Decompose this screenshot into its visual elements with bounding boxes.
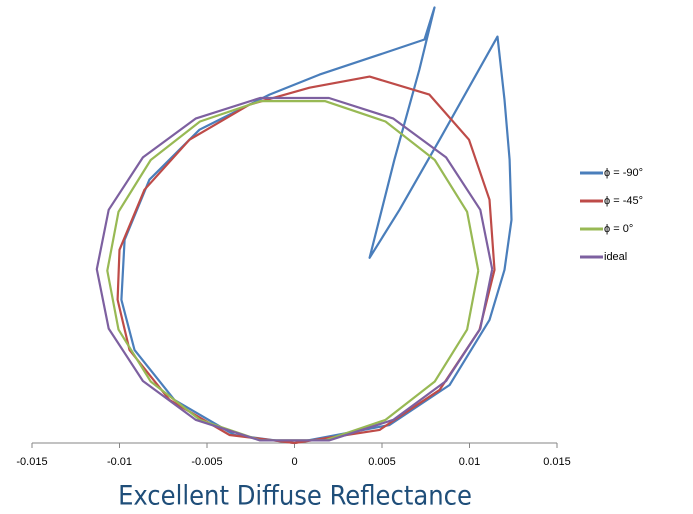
chart-title: Excellent Diffuse Reflectance (118, 481, 472, 512)
x-tick-label: 0 (291, 456, 297, 468)
x-tick-label: -0.005 (191, 456, 222, 468)
legend-label: ϕ = -90° (604, 167, 643, 179)
x-tick-label: -0.01 (107, 456, 132, 468)
series-line (95, 96, 494, 442)
legend-label: ϕ = 0° (604, 223, 633, 235)
x-tick-label: 0.005 (368, 456, 396, 468)
legend-label: ϕ = -45° (604, 195, 643, 207)
x-tick-label: 0.01 (459, 456, 480, 468)
x-tick-label: 0.015 (543, 456, 571, 468)
series-line (106, 99, 480, 442)
x-tick-label: -0.015 (16, 456, 47, 468)
legend-label: ideal (604, 251, 627, 263)
series-line (120, 6, 513, 445)
